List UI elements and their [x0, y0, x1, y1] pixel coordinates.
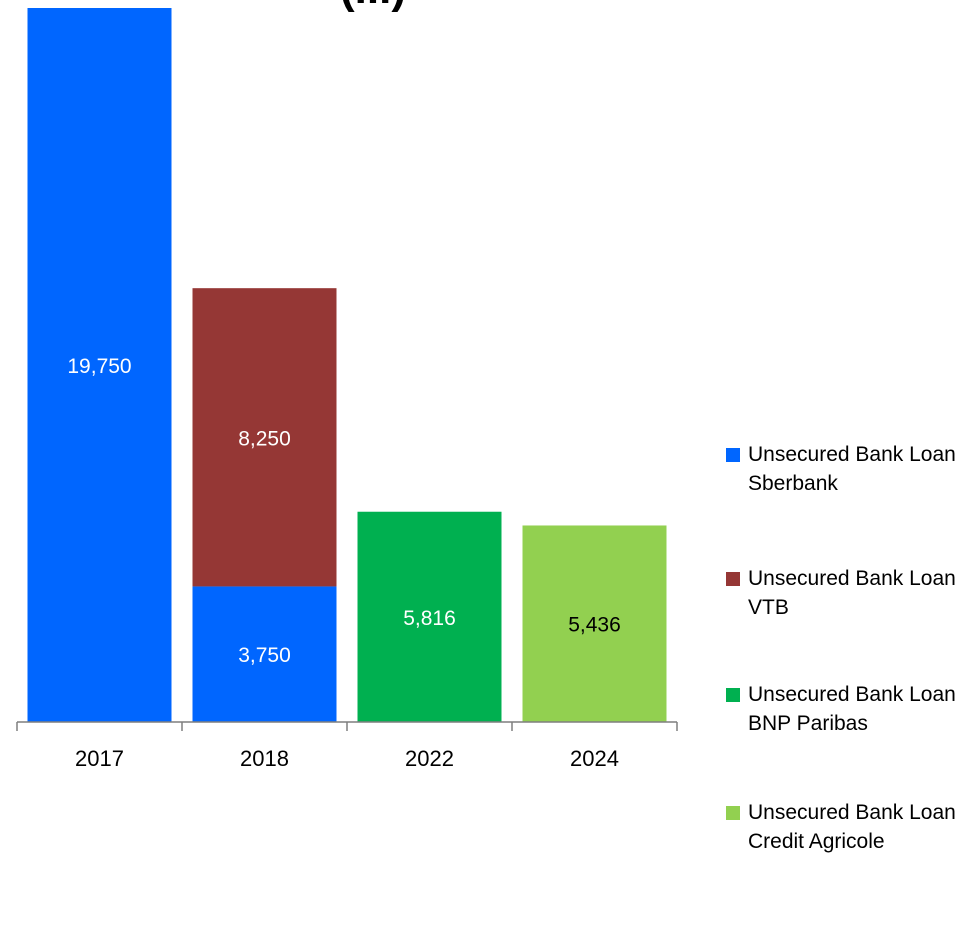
data-label-unsecured-bank-loan-sberbank-2017: 19,750 — [67, 355, 131, 378]
legend-swatch-sberbank — [726, 448, 740, 462]
data-label-unsecured-bank-loan-bnp-paribas-2022: 5,816 — [403, 607, 456, 630]
x-tick-label-2024: 2024 — [570, 746, 619, 771]
bar-unsecured-bank-loan-bnp-paribas-2022 — [357, 511, 502, 722]
legend-label-bnp-paribas: Unsecured Bank Loan BNP Paribas — [748, 683, 956, 735]
legend-label-vtb: Unsecured Bank Loan VTB — [748, 567, 956, 619]
x-tick-label-2018: 2018 — [240, 746, 289, 771]
x-tick-label-2022: 2022 — [405, 746, 454, 771]
legend-swatch-vtb — [726, 572, 740, 586]
legend-swatch-credit-agricole — [726, 806, 740, 820]
legend-swatch-bnp-paribas — [726, 688, 740, 702]
bar-unsecured-bank-loan-sberbank-2017 — [27, 8, 172, 722]
bar-unsecured-bank-loan-sberbank-2018 — [192, 586, 337, 722]
legend-label-sberbank: Unsecured Bank Loan Sberbank — [748, 443, 956, 495]
bar-unsecured-bank-loan-vtb-2018 — [192, 288, 337, 587]
bar-unsecured-bank-loan-credit-agricole-2024 — [522, 525, 667, 722]
legend-label-credit-agricole: Unsecured Bank Loan Credit Agricole — [748, 801, 956, 853]
data-label-unsecured-bank-loan-vtb-2018: 8,250 — [238, 427, 291, 450]
data-label-unsecured-bank-loan-sberbank-2018: 3,750 — [238, 644, 291, 667]
chart-title: (...) — [340, 0, 406, 14]
data-label-unsecured-bank-loan-credit-agricole-2024: 5,436 — [568, 614, 621, 637]
x-tick-label-2017: 2017 — [75, 746, 124, 771]
